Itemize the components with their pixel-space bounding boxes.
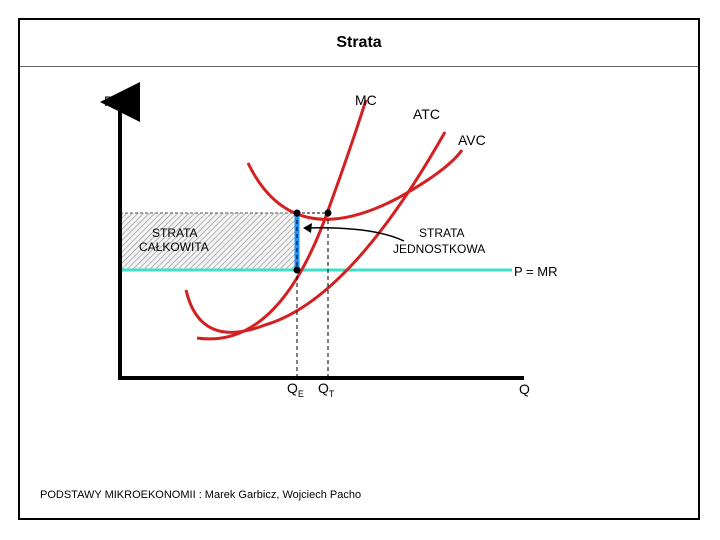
price-line-label: P = MR <box>514 264 557 279</box>
avc-curve <box>246 149 464 221</box>
atc-curve <box>184 131 447 334</box>
title-bar: Strata <box>20 20 698 67</box>
unit-loss-arrowhead <box>303 223 312 233</box>
minimum-point <box>324 209 332 217</box>
avc-label: AVC <box>458 132 486 148</box>
unit-loss-arrow <box>304 227 405 242</box>
mc-curve <box>196 99 368 341</box>
equilibrium-point <box>293 266 301 274</box>
footer-credit: PODSTAWY MIKROEKONOMII : Marek Garbicz, … <box>40 489 362 501</box>
x-axis-label: Q <box>519 381 530 397</box>
qt-label: QT <box>318 380 335 399</box>
slide-frame <box>18 18 700 520</box>
mc-label: MC <box>355 92 377 108</box>
atc-label: ATC <box>413 106 440 122</box>
slide-title: Strata <box>336 34 382 51</box>
unit-loss-label-2: JEDNOSTKOWA <box>393 242 485 256</box>
y-axis-label: P <box>104 93 113 109</box>
total-loss-label-1: STRATA <box>152 226 198 240</box>
unit-loss-label-1: STRATA <box>419 226 465 240</box>
total-loss-label-2: CAŁKOWITA <box>139 240 209 254</box>
atc-point <box>293 209 301 217</box>
total-loss-area <box>119 212 298 271</box>
qe-label: QE <box>287 380 304 399</box>
